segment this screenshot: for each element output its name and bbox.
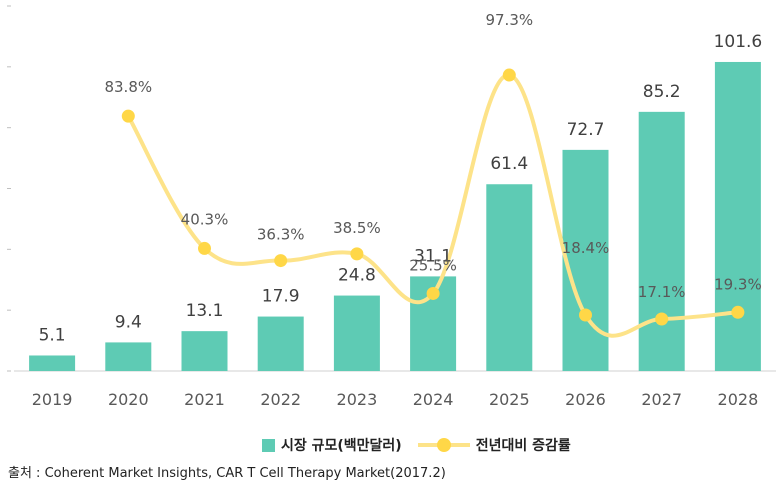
- growth-rate-label-2022: 36.3%: [257, 226, 305, 244]
- legend-item-market-size: 시장 규모(백만달러): [262, 435, 402, 455]
- bar-value-label-2025: 61.4: [490, 154, 528, 174]
- growth-rate-point-2027: [655, 312, 669, 326]
- x-tick-label-2020: 2020: [108, 390, 149, 409]
- bar-2025: [486, 184, 533, 371]
- x-tick-label-2019: 2019: [32, 390, 73, 409]
- legend-swatch-line: [417, 438, 470, 452]
- growth-rate-point-2028: [731, 305, 745, 319]
- growth-rate-point-2022: [274, 254, 288, 268]
- growth-rate-point-2026: [579, 308, 592, 322]
- bar-value-label-2027: 85.2: [643, 82, 681, 102]
- growth-rate-label-2025: 97.3%: [485, 11, 533, 29]
- chart-area: 2019 2020 2021 2022 2023 2024 2025 2026 2027 2028…: [7, 5, 776, 409]
- bar-2026: [562, 149, 609, 371]
- growth-rate-label-2026: 18.4%: [562, 239, 610, 257]
- legend-swatch-bar: [262, 438, 275, 452]
- bar-2027: [638, 111, 685, 371]
- x-tick-label-2027: 2027: [641, 390, 682, 409]
- bar-2023: [333, 295, 380, 371]
- x-tick-label-2024: 2024: [413, 390, 454, 409]
- bar-value-label-2023: 24.8: [338, 266, 376, 286]
- bar-2022: [257, 316, 304, 371]
- x-tick-label-2021: 2021: [184, 390, 225, 409]
- growth-rate-label-2024: 25.5%: [409, 256, 457, 274]
- bar-value-label-2028: 101.6: [714, 32, 763, 52]
- growth-rate-label-2027: 17.1%: [638, 283, 686, 301]
- growth-rate-point-2024: [426, 286, 440, 300]
- x-tick-label-2028: 2028: [718, 390, 759, 409]
- growth-rate-label-2021: 40.3%: [181, 210, 229, 228]
- bar-value-label-2021: 13.1: [186, 301, 224, 321]
- legend-label-growth-rate: 전년대비 증감률: [475, 438, 571, 454]
- x-tick-label-2025: 2025: [489, 390, 530, 409]
- source-note: 출처 : Coherent Market Insights, CAR T Cel…: [8, 466, 446, 481]
- growth-rate-point-2020: [121, 109, 135, 123]
- growth-rate-line: [126, 73, 739, 338]
- growth-rate-point-2023: [350, 247, 364, 261]
- legend-label-market-size: 시장 규모(백만달러): [281, 438, 402, 454]
- x-tick-label-2023: 2023: [337, 390, 378, 409]
- x-tick-label-2022: 2022: [260, 390, 301, 409]
- bar-2028: [714, 61, 761, 371]
- bar-2020: [105, 342, 152, 371]
- growth-rate-label-2028: 19.3%: [714, 275, 762, 293]
- bar-2021: [181, 331, 228, 371]
- growth-rate-point-2021: [198, 241, 211, 255]
- legend: 시장 규모(백만달러) 전년대비 증감률: [262, 433, 587, 457]
- growth-rate-label-2020: 83.8%: [104, 78, 152, 96]
- growth-rate-point-2025: [502, 68, 516, 82]
- legend-item-growth-rate: 전년대비 증감률: [417, 435, 571, 455]
- bar-value-label-2026: 72.7: [567, 120, 605, 140]
- bar-value-label-2019: 5.1: [39, 325, 66, 345]
- bar-value-label-2020: 9.4: [115, 312, 142, 332]
- bar-value-label-2024: 31.1: [414, 246, 452, 266]
- bar-2019: [29, 355, 76, 371]
- growth-rate-label-2023: 38.5%: [333, 219, 381, 237]
- bar-value-label-2022: 17.9: [262, 287, 300, 307]
- x-tick-label-2026: 2026: [565, 390, 606, 409]
